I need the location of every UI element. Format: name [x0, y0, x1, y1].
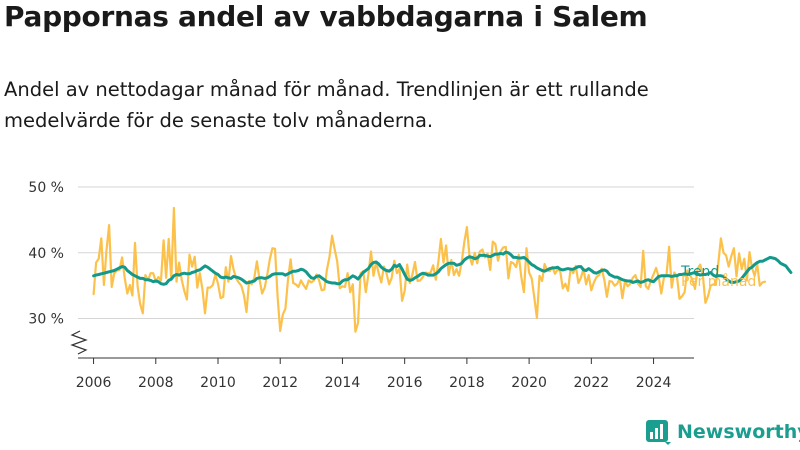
chart-subtitle: Andel av nettodagar månad för månad. Tre…	[4, 78, 649, 132]
x-tick-label: 2018	[449, 375, 485, 391]
brand-name: Newsworthy	[677, 421, 800, 443]
series-lines	[92, 206, 793, 333]
x-tick-label: 2012	[262, 375, 298, 391]
axis-break-mark	[70, 330, 88, 355]
x-tick-label: 2016	[387, 375, 423, 391]
x-tick-label: 2020	[511, 375, 547, 391]
axis-break-icon	[70, 330, 88, 355]
chart-title: Pappornas andel av vabbdagarna i Salem	[4, 0, 648, 33]
y-axis-ticks: 30 % 40 % 50 %	[28, 180, 64, 328]
brand-logo: Newsworthy	[645, 419, 800, 445]
y-tick-label: 50 %	[28, 180, 64, 196]
x-tick-label: 2008	[138, 375, 174, 391]
x-tick-label: 2006	[76, 375, 112, 391]
series-line-monthly	[92, 206, 767, 333]
series-label-monthly: Per månad	[681, 273, 756, 290]
gridlines	[78, 186, 694, 320]
series-label-trend: Trend	[680, 264, 719, 280]
x-axis: 2006 2008 2010 2012 2014 2016 2018 2020 2022 2024	[76, 357, 694, 391]
y-tick-label: 40 %	[28, 246, 64, 262]
series-line-trend	[92, 250, 793, 286]
x-tick-label: 2024	[636, 375, 672, 391]
y-tick-label: 30 %	[28, 312, 64, 328]
x-tick-label: 2014	[325, 375, 361, 391]
x-tick-label: 2010	[200, 375, 236, 391]
x-tick-label: 2022	[574, 375, 610, 391]
newsworthy-logo-icon	[646, 420, 671, 445]
